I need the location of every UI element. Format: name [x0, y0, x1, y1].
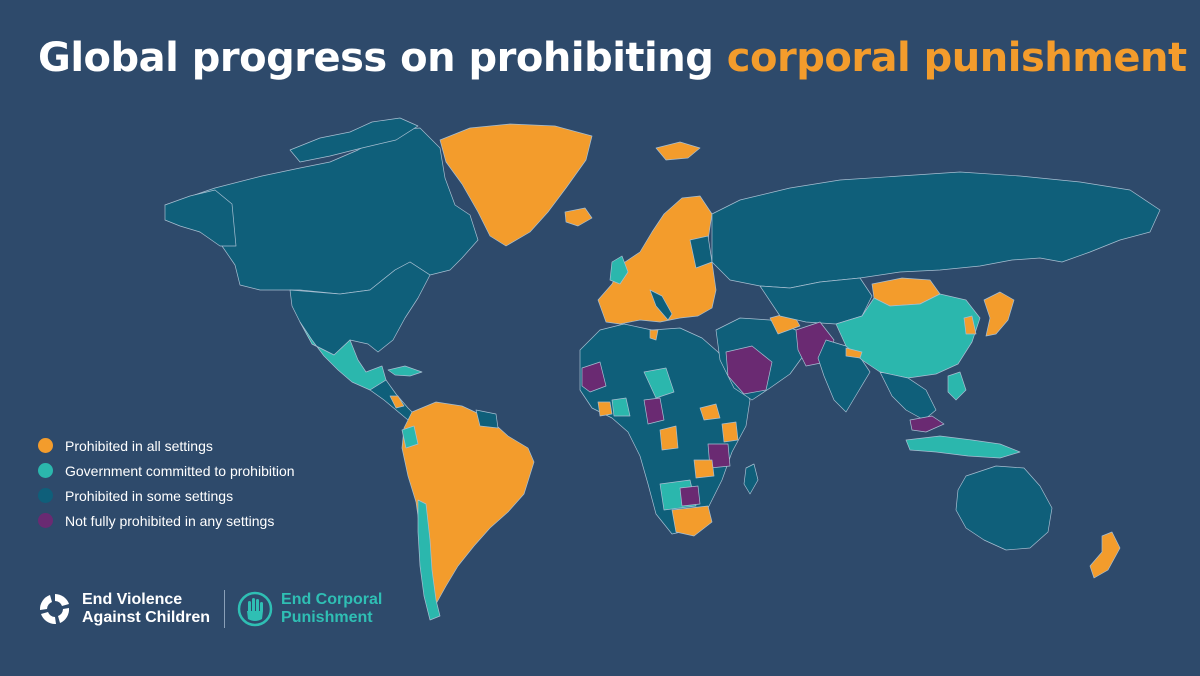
- region-japan: [983, 291, 1015, 337]
- region-guyana: [475, 409, 499, 429]
- region-central-asia: [759, 277, 873, 325]
- region-australia: [955, 465, 1053, 551]
- ecp-logo: End Corporal Punishment: [237, 591, 382, 627]
- region-alaska: [164, 189, 237, 247]
- logo-divider: [224, 590, 226, 628]
- region-malaysia: [909, 415, 945, 433]
- region-chile: [417, 499, 441, 621]
- region-cuba: [387, 365, 423, 377]
- region-nigeria: [643, 397, 665, 425]
- legend-item: Prohibited in all settings: [38, 433, 295, 458]
- legend-label: Prohibited in some settings: [65, 487, 234, 504]
- ecp-logo-text: End Corporal Punishment: [281, 591, 382, 627]
- ecp-line1: End Corporal: [281, 591, 383, 608]
- map-legend: Prohibited in all settings Government co…: [38, 433, 295, 533]
- region-mexico: [299, 321, 387, 391]
- legend-swatch: [38, 488, 53, 503]
- region-canada-islands: [289, 117, 419, 163]
- region-congo: [659, 425, 679, 451]
- legend-item: Government committed to prohibition: [38, 458, 295, 483]
- region-new-zealand: [1089, 531, 1121, 579]
- region-south-africa: [671, 505, 713, 537]
- region-south-america: [401, 401, 535, 613]
- evac-logo-icon: [39, 594, 70, 625]
- region-south-sudan: [699, 403, 721, 421]
- region-west-africa-all: [597, 401, 613, 417]
- region-canada: [164, 127, 479, 295]
- region-china: [835, 293, 981, 379]
- region-svalbard: [655, 141, 701, 161]
- hand-logo-icon: [237, 591, 273, 627]
- region-greenland: [439, 123, 593, 247]
- region-mauritania: [581, 361, 607, 393]
- legend-swatch: [38, 513, 53, 528]
- region-nepal: [845, 347, 863, 359]
- region-ecuador: [401, 425, 419, 449]
- title-highlight: corporal punishment: [726, 35, 1187, 81]
- evac-logo: End Violence Against Children: [38, 591, 210, 627]
- region-italy: [649, 289, 673, 321]
- legend-swatch: [38, 438, 53, 453]
- region-botswana: [679, 485, 701, 507]
- region-costa-rica: [389, 395, 405, 409]
- legend-item: Prohibited in some settings: [38, 483, 295, 508]
- region-tunisia: [649, 329, 659, 341]
- region-indonesia: [905, 435, 1021, 459]
- region-kenya: [721, 421, 739, 443]
- evac-line1: End Violence: [82, 591, 183, 608]
- region-korea: [963, 315, 977, 335]
- evac-line2: Against Children: [82, 609, 211, 626]
- region-zambia: [693, 459, 715, 479]
- region-niger-chad-area: [643, 367, 675, 399]
- region-west-africa-committed: [611, 397, 631, 417]
- page-title: Global progress on prohibiting corporal …: [38, 38, 1187, 78]
- legend-label: Not fully prohibited in any settings: [65, 512, 275, 529]
- region-russia: [711, 171, 1161, 289]
- ecp-line2: Punishment: [281, 609, 373, 626]
- title-text: Global progress on prohibiting: [38, 35, 727, 81]
- legend-item: Not fully prohibited in any settings: [38, 508, 295, 533]
- legend-label: Prohibited in all settings: [65, 437, 213, 454]
- region-saudi-arabia: [725, 345, 773, 395]
- region-philippines: [947, 371, 967, 401]
- legend-swatch: [38, 463, 53, 478]
- region-iceland: [564, 207, 593, 227]
- legend-label: Government committed to prohibition: [65, 462, 295, 479]
- footer-logos: End Violence Against Children End Corpor…: [38, 590, 382, 628]
- region-southeast-asia: [879, 371, 937, 421]
- region-uk: [609, 255, 629, 285]
- region-madagascar: [743, 463, 759, 495]
- evac-logo-text: End Violence Against Children: [82, 591, 210, 627]
